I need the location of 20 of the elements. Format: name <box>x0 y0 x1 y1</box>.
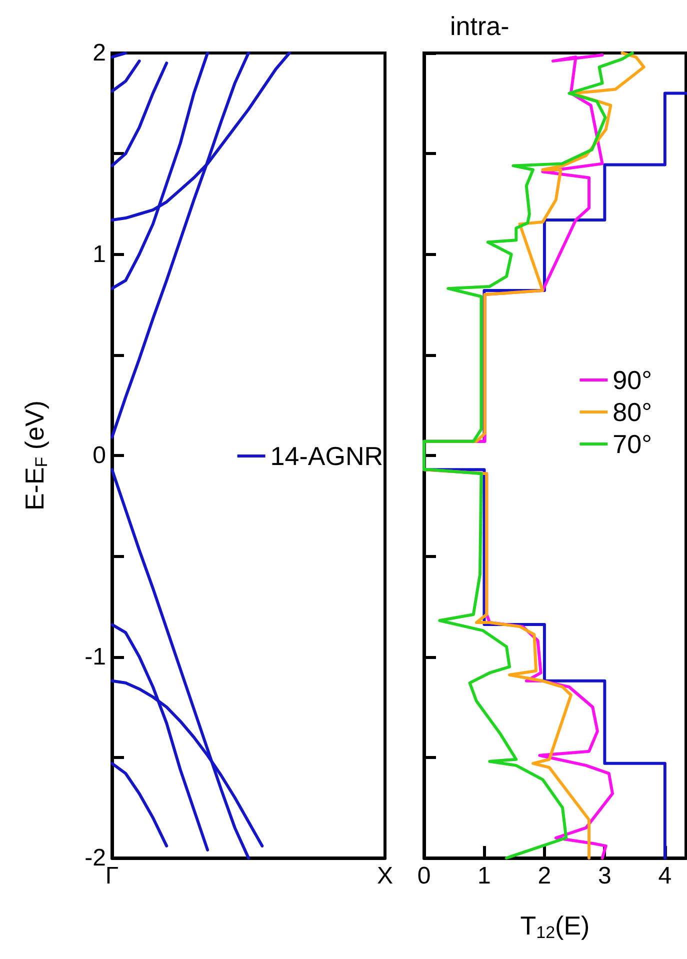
x-tick-label: 0 <box>417 862 431 890</box>
legend-label: 70° <box>612 429 652 459</box>
x-tick-label: 1 <box>478 862 491 890</box>
y-tick-label: 0 <box>92 442 106 469</box>
line-series <box>110 62 168 168</box>
y-tick-label: 2 <box>92 40 106 66</box>
y-axis-title: E-EF (eV) <box>20 400 51 511</box>
y-tick-label: -2 <box>84 844 106 872</box>
x-tick-label: 4 <box>658 862 672 890</box>
y-tick-label: -1 <box>84 643 106 670</box>
x-tick-label: 3 <box>598 862 612 890</box>
line-series <box>110 762 168 848</box>
x-tick-label: Γ <box>105 862 119 890</box>
legend-label: 90° <box>612 365 652 395</box>
y-tick-label: 1 <box>92 240 106 268</box>
legend-label: 14-AGNR <box>270 441 384 471</box>
x-tick-label: 2 <box>538 862 552 890</box>
x-tick-label: X <box>376 862 394 890</box>
legend-label: 80° <box>612 397 652 427</box>
chart-title: intra- <box>450 11 510 41</box>
